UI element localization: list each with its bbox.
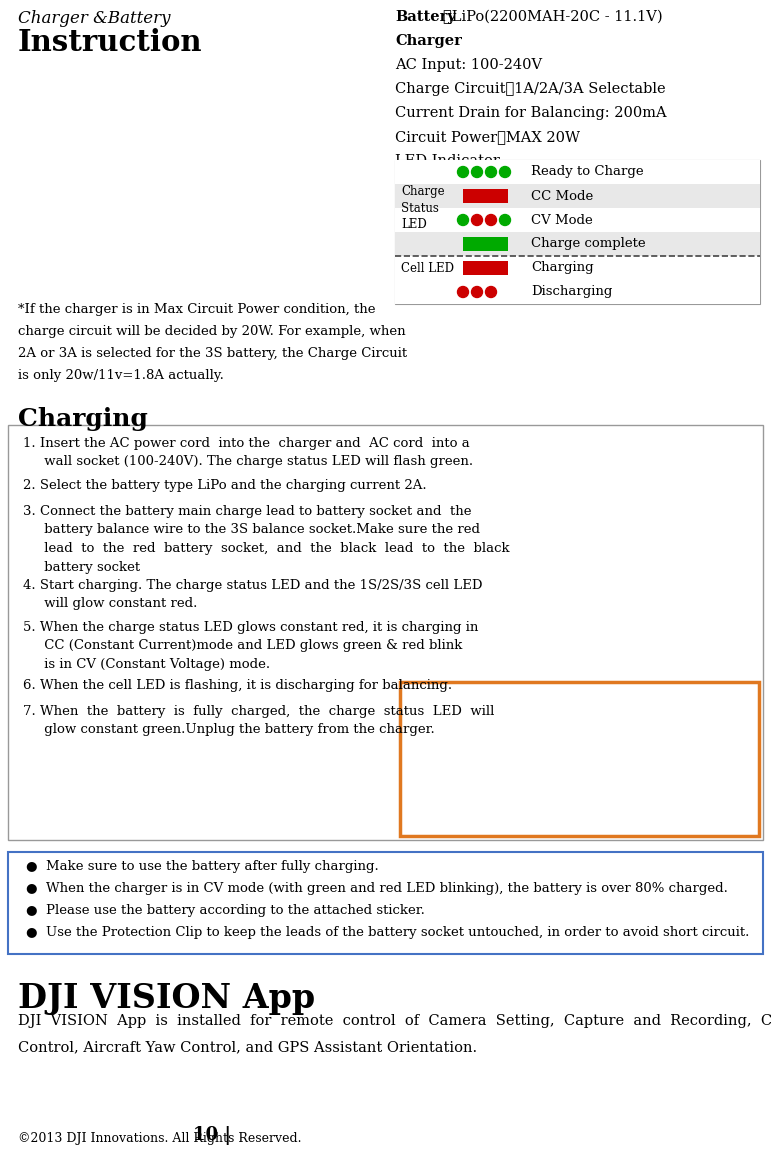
Text: 4. Start charging. The charge status LED and the 1S/2S/3S cell LED
     will glo: 4. Start charging. The charge status LED… xyxy=(23,579,483,610)
Circle shape xyxy=(472,167,483,177)
Text: Discharging: Discharging xyxy=(531,285,612,298)
Text: Current Drain for Balancing: 200mA: Current Drain for Balancing: 200mA xyxy=(395,106,667,120)
Text: Circuit Power：MAX 20W: Circuit Power：MAX 20W xyxy=(395,130,580,144)
Text: 6. When the cell LED is flashing, it is discharging for balancing.: 6. When the cell LED is flashing, it is … xyxy=(23,679,452,692)
Text: 10 |: 10 | xyxy=(193,1127,231,1145)
Text: Charging: Charging xyxy=(18,407,148,431)
Circle shape xyxy=(500,167,510,177)
Circle shape xyxy=(500,214,510,226)
Circle shape xyxy=(457,287,469,297)
Text: CV Mode: CV Mode xyxy=(531,213,593,226)
Text: is only 20w/11v=1.8A actually.: is only 20w/11v=1.8A actually. xyxy=(18,369,224,382)
Bar xyxy=(395,232,760,256)
Bar xyxy=(395,209,760,232)
Text: charge circuit will be decided by 20W. For example, when: charge circuit will be decided by 20W. F… xyxy=(18,325,406,338)
Text: 2. Select the battery type LiPo and the charging current 2A.: 2. Select the battery type LiPo and the … xyxy=(23,479,426,492)
Text: Instruction: Instruction xyxy=(18,28,203,57)
Circle shape xyxy=(486,167,497,177)
Text: ●  Please use the battery according to the attached sticker.: ● Please use the battery according to th… xyxy=(26,904,425,917)
Bar xyxy=(463,236,508,250)
Circle shape xyxy=(486,287,497,297)
Circle shape xyxy=(457,167,469,177)
Text: ●  Use the Protection Clip to keep the leads of the battery socket untouched, in: ● Use the Protection Clip to keep the le… xyxy=(26,926,749,939)
Text: DJI VISION App: DJI VISION App xyxy=(18,982,315,1015)
Text: ●  Make sure to use the battery after fully charging.: ● Make sure to use the battery after ful… xyxy=(26,860,379,873)
Text: Control, Aircraft Yaw Control, and GPS Assistant Orientation.: Control, Aircraft Yaw Control, and GPS A… xyxy=(18,1040,477,1054)
Text: LED Indicator: LED Indicator xyxy=(395,154,500,168)
Bar xyxy=(395,160,760,184)
Text: Charger &Battery: Charger &Battery xyxy=(18,10,170,27)
Circle shape xyxy=(486,214,497,226)
Bar xyxy=(395,256,760,280)
Circle shape xyxy=(457,214,469,226)
Text: 5. When the charge status LED glows constant red, it is charging in
     CC (Con: 5. When the charge status LED glows cons… xyxy=(23,621,478,671)
Text: DJI  VISION  App  is  installed  for  remote  control  of  Camera  Setting,  Cap: DJI VISION App is installed for remote c… xyxy=(18,1014,771,1028)
Text: ©2013 DJI Innovations. All Rights Reserved.: ©2013 DJI Innovations. All Rights Reserv… xyxy=(18,1132,301,1145)
Text: Cell LED: Cell LED xyxy=(401,261,454,275)
Text: 2A or 3A is selected for the 3S battery, the Charge Circuit: 2A or 3A is selected for the 3S battery,… xyxy=(18,347,407,360)
Text: Charging: Charging xyxy=(531,261,594,275)
Circle shape xyxy=(472,287,483,297)
Text: Charge complete: Charge complete xyxy=(531,238,645,250)
Bar xyxy=(463,189,508,203)
Text: Charger: Charger xyxy=(395,34,462,48)
Text: Ready to Charge: Ready to Charge xyxy=(531,165,644,178)
Text: ：LiPo(2200MAH-20C - 11.1V): ：LiPo(2200MAH-20C - 11.1V) xyxy=(443,10,662,24)
Bar xyxy=(463,261,508,275)
Text: Battery: Battery xyxy=(395,10,456,24)
Text: ●  When the charger is in CV mode (with green and red LED blinking), the battery: ● When the charger is in CV mode (with g… xyxy=(26,882,728,895)
Text: Charge Circuit：1A/2A/3A Selectable: Charge Circuit：1A/2A/3A Selectable xyxy=(395,82,665,96)
Bar xyxy=(395,280,760,304)
Text: 7. When  the  battery  is  fully  charged,  the  charge  status  LED  will
     : 7. When the battery is fully charged, th… xyxy=(23,705,494,736)
Bar xyxy=(395,160,760,304)
Text: 3. Connect the battery main charge lead to battery socket and  the
     battery : 3. Connect the battery main charge lead … xyxy=(23,504,510,573)
Text: AC Input: 100-240V: AC Input: 100-240V xyxy=(395,58,542,72)
Text: Charge
Status
LED: Charge Status LED xyxy=(401,185,445,231)
Bar xyxy=(395,184,760,209)
Bar xyxy=(400,682,759,836)
Circle shape xyxy=(472,214,483,226)
Bar xyxy=(8,852,763,954)
Text: CC Mode: CC Mode xyxy=(531,190,593,203)
Text: 1. Insert the AC power cord  into the  charger and  AC cord  into a
     wall so: 1. Insert the AC power cord into the cha… xyxy=(23,437,473,468)
Text: *If the charger is in Max Circuit Power condition, the: *If the charger is in Max Circuit Power … xyxy=(18,303,375,316)
Bar xyxy=(8,425,763,840)
